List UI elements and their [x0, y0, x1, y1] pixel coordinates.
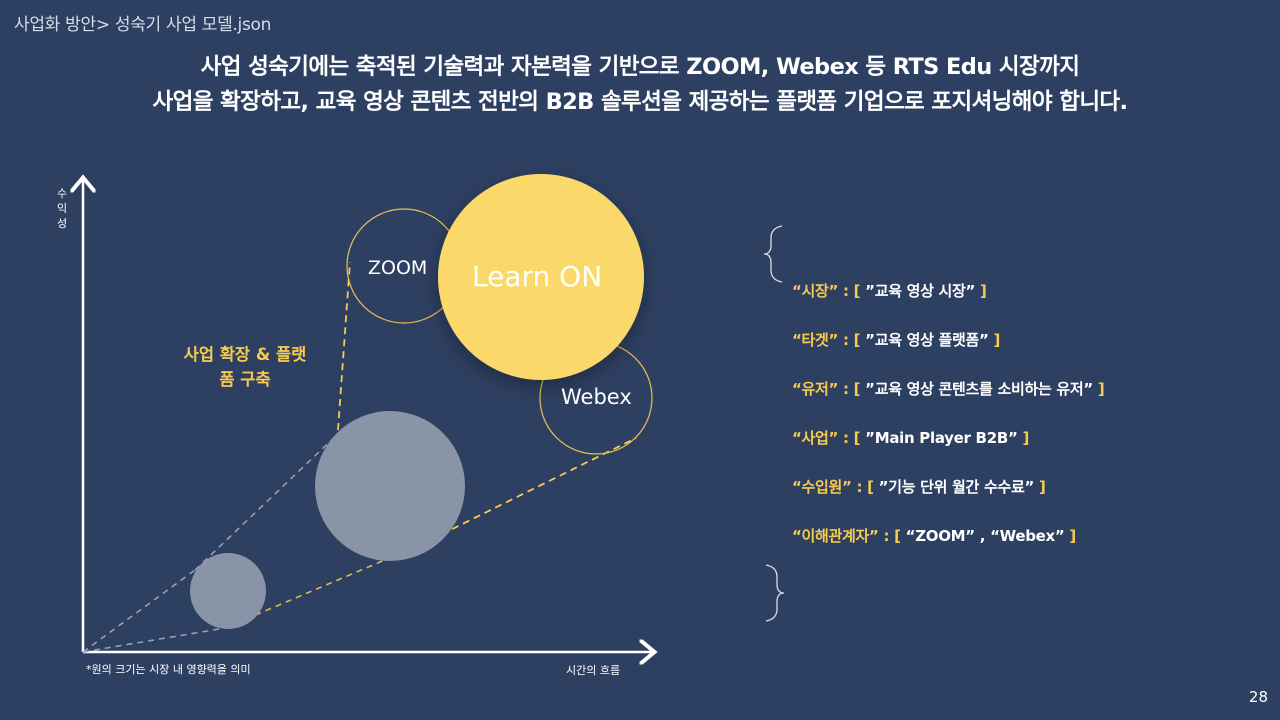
json-row-target: “타겟” : [ ”교육 영상 플랫폼” ] — [792, 329, 1262, 378]
bubble-medium — [315, 411, 465, 561]
json-bracket: ] — [980, 282, 987, 300]
x-axis-label: 시간의 흐름 — [566, 664, 621, 677]
json-row-user: “유저” : [ ”교육 영상 콘텐츠를 소비하는 유저” ] — [792, 378, 1262, 427]
json-bracket: ] — [1038, 478, 1046, 496]
y-axis-label: 수익성 — [56, 187, 68, 230]
expansion-label: 사업 확장 & 플랫폼 구축 — [183, 345, 307, 389]
json-key: “사업” : [ — [792, 429, 861, 447]
json-value: ”교육 영상 플랫폼” — [860, 331, 994, 349]
json-bracket: ] — [993, 331, 1001, 349]
json-value: ”교육 영상 시장” — [860, 282, 981, 300]
json-value: ”Main Player B2B” — [860, 429, 1023, 447]
json-key: “시장” : [ — [792, 282, 861, 300]
growth-line-gray-2 — [82, 627, 226, 653]
growth-line-gray-3 — [194, 431, 341, 571]
json-key: “유저” : [ — [792, 380, 861, 398]
json-row-stakeholders: “이해관계자” : [ “ZOOM” , “Webex” ] — [792, 525, 1262, 574]
json-row-revenue: “수입원” : [ ”기능 단위 월간 수수료” ] — [792, 476, 1262, 525]
json-row-business: “사업” : [ ”Main Player B2B” ] — [792, 427, 1262, 476]
json-bracket: ] — [1022, 429, 1030, 447]
growth-line-yellow-3 — [337, 261, 351, 431]
json-bracket: ] — [1069, 527, 1076, 545]
bubble-small — [190, 553, 266, 629]
breadcrumb: 사업화 방안> 성숙기 사업 모델.json — [14, 15, 272, 35]
bubble-label-webex: Webex — [561, 385, 632, 409]
growth-line-gray-1 — [82, 569, 196, 653]
growth-line-yellow-2 — [419, 437, 637, 546]
json-value: “ZOOM” , “Webex” — [900, 527, 1070, 545]
footnote: *원의 크기는 시장 내 영향력을 의미 — [86, 663, 251, 676]
json-key: “수입원” : [ — [792, 478, 874, 496]
json-key: “타겟” : [ — [792, 331, 861, 349]
open-brace — [763, 225, 783, 283]
bubble-label-learn-on: Learn ON — [472, 260, 603, 293]
headline-line-1: 사업 성숙기에는 축적된 기술력과 자본력을 기반으로 ZOOM, Webex … — [200, 54, 1080, 80]
bubble-label-zoom: ZOOM — [368, 257, 428, 279]
page-number: 28 — [1248, 688, 1268, 706]
json-row-market: “시장” : [ ”교육 영상 시장” ] — [792, 280, 1262, 329]
bubble-learn-on — [438, 174, 644, 380]
json-bracket: ] — [1097, 380, 1105, 398]
page-title: 사업 성숙기에는 축적된 기술력과 자본력을 기반으로 ZOOM, Webex … — [0, 50, 1280, 120]
json-value: ”기능 단위 월간 수수료” — [873, 478, 1039, 496]
json-value: ”교육 영상 콘텐츠를 소비하는 유저” — [860, 380, 1098, 398]
close-brace — [765, 564, 785, 622]
headline-line-2: 사업을 확장하고, 교육 영상 콘텐츠 전반의 B2B 솔루션을 제공하는 플랫… — [152, 89, 1129, 115]
json-key: “이해관계자” : [ — [792, 527, 901, 545]
json-panel: “시장” : [ ”교육 영상 시장” ] “타겟” : [ ”교육 영상 플랫… — [792, 280, 1262, 574]
